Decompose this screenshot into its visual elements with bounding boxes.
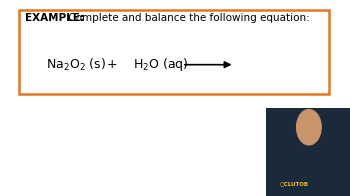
Text: Complete and balance the following equation:: Complete and balance the following equat… — [65, 13, 309, 23]
Text: +: + — [107, 58, 117, 71]
Text: H$_2$O (aq): H$_2$O (aq) — [133, 56, 189, 73]
Ellipse shape — [297, 110, 321, 145]
Text: ○CLUTOB: ○CLUTOB — [280, 181, 309, 186]
FancyBboxPatch shape — [266, 108, 350, 196]
Text: Na$_2$O$_2$ (s): Na$_2$O$_2$ (s) — [46, 57, 106, 73]
FancyBboxPatch shape — [19, 10, 329, 94]
Text: EXAMPLE:: EXAMPLE: — [25, 13, 84, 23]
